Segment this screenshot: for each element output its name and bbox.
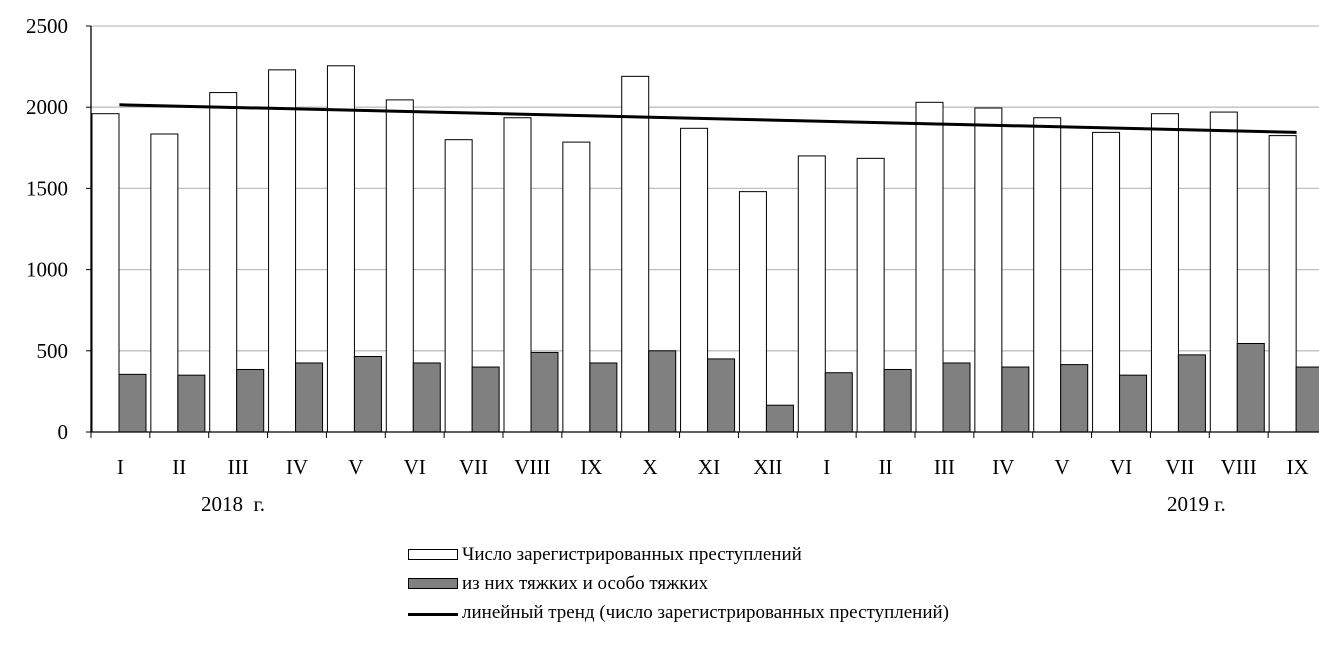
x-tick-label: VI (404, 455, 426, 479)
bar-grave (471, 366, 500, 433)
bar-grave (824, 372, 853, 433)
trend-line (119, 103, 1297, 134)
y-tick-label: 1500 (26, 176, 68, 200)
x-tick-label: IX (580, 455, 602, 479)
year-label-2018: 2018 г. (201, 492, 265, 516)
bar-registered (209, 92, 238, 433)
x-tick-label: VII (1165, 455, 1194, 479)
legend-label-trend: линейный тренд (число зарегистрированных… (462, 602, 949, 623)
bar-registered (1268, 135, 1297, 433)
x-tick-label: VIII (1221, 455, 1257, 479)
bar-registered (385, 99, 414, 433)
bar-grave (1119, 374, 1148, 433)
bar-registered (974, 107, 1003, 433)
bar-registered (797, 155, 826, 433)
x-tick-label: IV (286, 455, 308, 479)
y-tick-label: 2000 (26, 95, 68, 119)
x-tick-label: II (879, 455, 893, 479)
bar-grave (1236, 342, 1265, 433)
bar-grave (765, 404, 794, 433)
legend-label-registered: Число зарегистрированных преступлений (462, 544, 802, 565)
legend-swatch-grave (408, 578, 458, 589)
bar-grave (1001, 366, 1030, 433)
bar-registered (150, 133, 179, 433)
bar-registered (1150, 113, 1179, 433)
bar-registered (856, 157, 885, 433)
bar-registered (738, 191, 767, 433)
x-tick-label: XII (753, 455, 782, 479)
bar-grave (353, 355, 382, 433)
y-tick-label: 0 (58, 420, 69, 444)
x-tick-label: I (823, 455, 830, 479)
bar-grave (236, 368, 265, 433)
x-tick-label: V (348, 455, 363, 479)
bar-registered (621, 75, 650, 433)
legend-swatch-trend (408, 613, 458, 616)
x-tick-label: VI (1110, 455, 1132, 479)
bar-registered (680, 127, 709, 433)
bar-grave (530, 351, 559, 433)
bar-grave (1060, 364, 1089, 433)
bar-registered (326, 65, 355, 433)
y-tick-label: 500 (37, 339, 69, 363)
legend-label-grave: из них тяжких и особо тяжких (462, 573, 709, 594)
bar-grave (589, 362, 618, 433)
bar-registered (1209, 111, 1238, 433)
y-tick-label: 1000 (26, 258, 68, 282)
bar-registered (1092, 131, 1121, 433)
x-tick-label: VII (459, 455, 488, 479)
bar-registered (268, 69, 297, 433)
legend-swatch-registered (408, 549, 458, 560)
bar-grave (707, 358, 736, 433)
x-tick-label: I (117, 455, 124, 479)
bar-registered (444, 139, 473, 433)
year-label-2019: 2019 г. (1167, 492, 1226, 516)
bar-grave (118, 373, 147, 433)
x-tick-label: X (643, 455, 658, 479)
x-tick-label: IV (992, 455, 1014, 479)
bar-grave (412, 362, 441, 433)
bar-grave (1295, 366, 1319, 433)
bar-registered (562, 141, 591, 433)
bar-registered (915, 101, 944, 433)
x-tick-label: V (1055, 455, 1070, 479)
bar-grave (648, 350, 677, 433)
x-tick-label: III (934, 455, 955, 479)
x-tick-label: XI (698, 455, 720, 479)
bar-grave (177, 374, 206, 433)
bar-grave (295, 362, 324, 433)
bar-registered (91, 113, 120, 433)
x-tick-label: II (172, 455, 186, 479)
y-tick-label: 2500 (26, 14, 68, 38)
bar-registered (1033, 117, 1062, 433)
bar-grave (883, 368, 912, 433)
x-tick-label: III (228, 455, 249, 479)
bar-grave (1177, 354, 1206, 433)
bar-grave (942, 362, 971, 433)
x-tick-label: VIII (514, 455, 550, 479)
bar-registered (503, 117, 532, 433)
x-tick-label: IX (1286, 455, 1308, 479)
